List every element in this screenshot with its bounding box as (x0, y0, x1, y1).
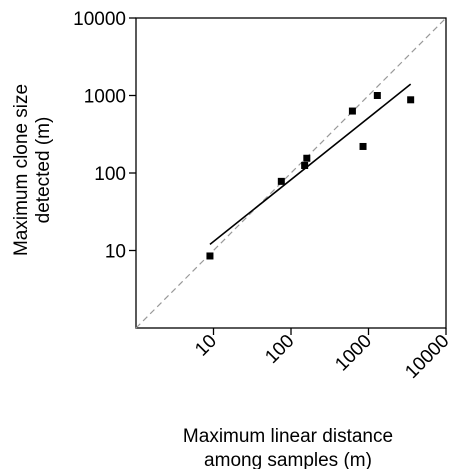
y-axis-title: Maximum clone size (11, 84, 32, 256)
y-axis-title: detected (m) (33, 117, 54, 224)
data-point (359, 142, 367, 150)
x-tick-label: 100 (261, 331, 298, 368)
x-tick-label: 10 (191, 331, 221, 361)
x-tick-label: 1000 (331, 331, 376, 376)
data-point (407, 96, 415, 104)
y-tick-label: 1000 (84, 87, 126, 108)
x-tick-label: 10000 (401, 331, 452, 383)
x-axis-title: Maximum linear distance (183, 426, 393, 447)
identity-line (135, 17, 447, 329)
data-point (206, 252, 214, 260)
data-point (277, 177, 285, 185)
data-point (303, 154, 311, 162)
data-point (301, 161, 309, 169)
x-axis-title: among samples (m) (204, 450, 372, 469)
y-tick-label: 10000 (73, 9, 126, 30)
y-tick-label: 100 (94, 164, 126, 185)
y-tick-label: 10 (105, 242, 126, 263)
data-point (348, 107, 356, 115)
data-point (373, 92, 381, 99)
fit-line (209, 83, 412, 245)
